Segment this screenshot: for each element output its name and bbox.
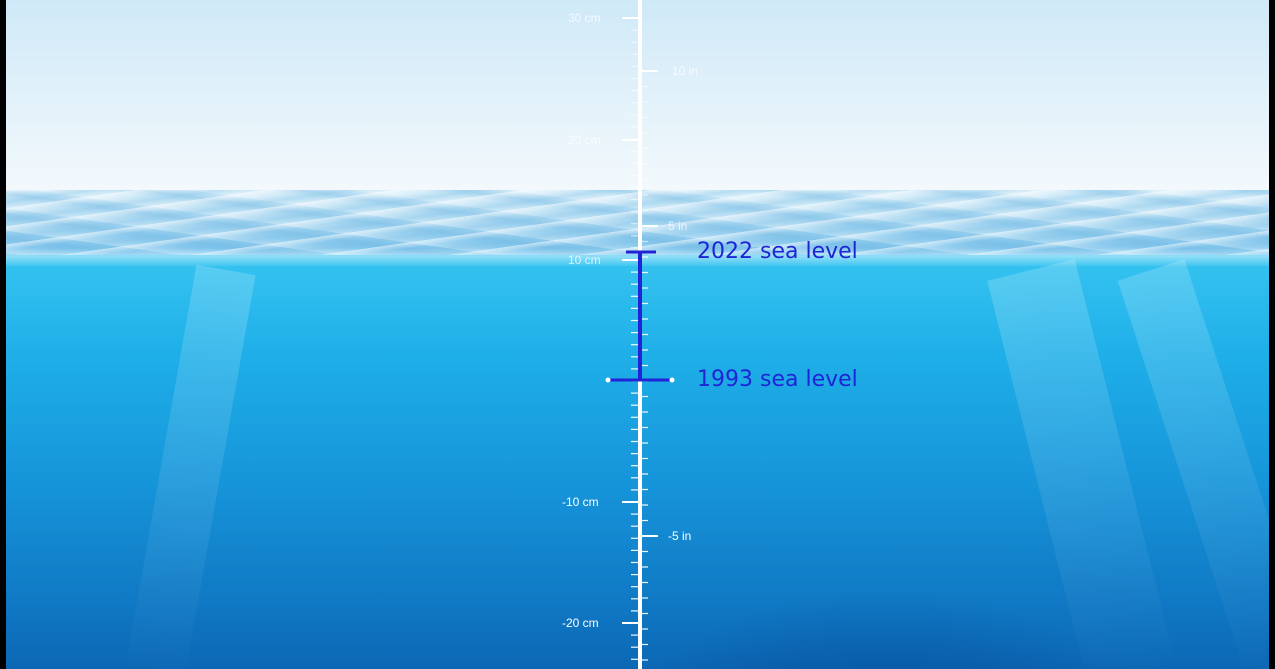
waterline <box>6 248 1269 266</box>
in-label-10: 10 in <box>672 64 699 78</box>
in-label-5: 5 in <box>668 219 688 233</box>
cm-label-minus-20: -20 cm <box>562 616 599 630</box>
sky <box>6 0 1269 200</box>
level-2022-marker <box>626 250 656 380</box>
cm-label-minus-10: -10 cm <box>562 495 599 509</box>
level-2022-label: 2022 sea level <box>697 239 858 264</box>
cm-label-20: 20 cm <box>568 133 601 147</box>
cm-label-30: 30 cm <box>568 11 601 25</box>
cm-label-10: 10 cm <box>568 253 601 267</box>
level-1993-label: 1993 sea level <box>697 367 858 392</box>
in-label-minus-5: -5 in <box>668 529 692 543</box>
level-1993-marker <box>605 377 675 383</box>
scene <box>6 0 1269 669</box>
underwater <box>6 255 1269 669</box>
minor-ticks <box>631 17 648 661</box>
